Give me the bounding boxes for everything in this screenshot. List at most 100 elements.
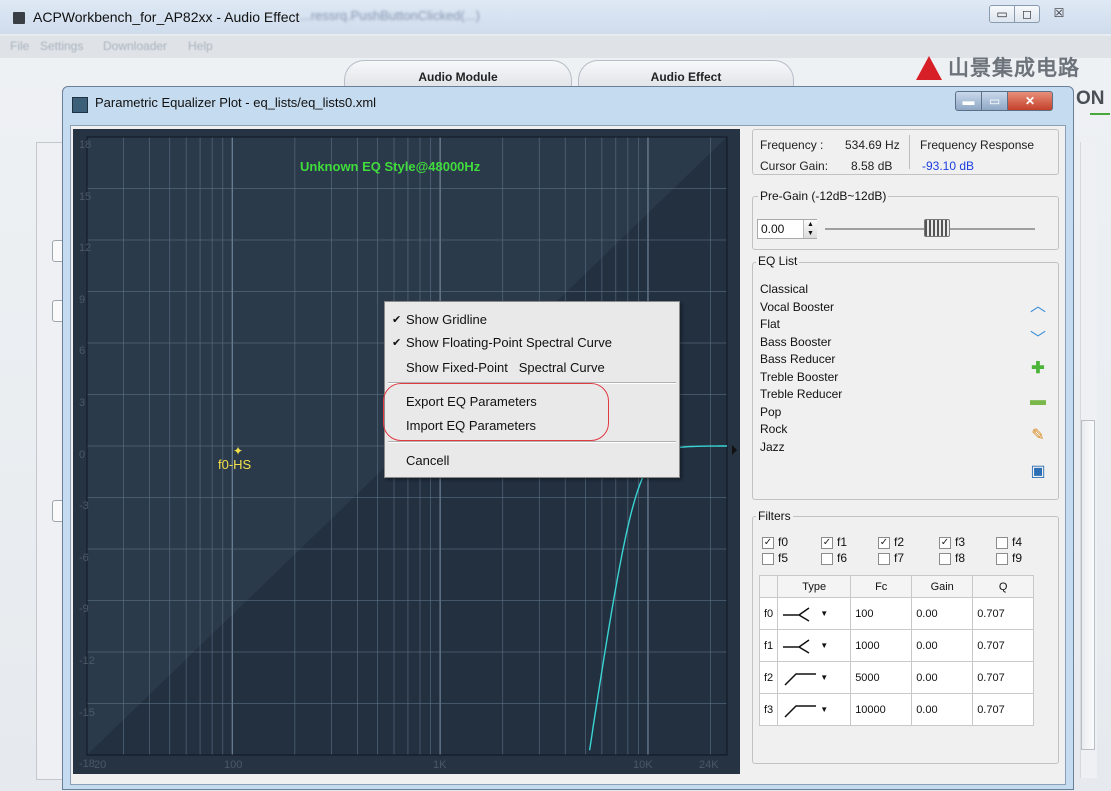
eq-list-item[interactable]: Treble Reducer [760, 387, 843, 401]
eq-window-title: Parametric Equalizer Plot - eq_lists/eq_… [95, 95, 377, 110]
high-pass-icon [784, 672, 817, 686]
pregain-slider-thumb[interactable] [924, 219, 950, 237]
eq-list-item[interactable]: Treble Booster [760, 369, 839, 384]
gain-cell[interactable]: 0.00 [911, 629, 974, 662]
filter-checkbox-f5[interactable] [762, 553, 774, 565]
menu-item-show-fixed-curve[interactable]: Show Fixed-Point Spectral Curve [385, 357, 679, 379]
outer-scrollbar-thumb[interactable] [1081, 420, 1095, 750]
filter-type-select[interactable]: ▼ [777, 597, 852, 630]
menu-item-label: Cancell [406, 453, 450, 468]
eq-list-item[interactable]: Classical [760, 282, 809, 296]
splitter-arrow-icon[interactable] [732, 445, 737, 455]
arrow-up-icon[interactable]: ︿ [1029, 298, 1046, 315]
gain-cell[interactable]: 0.00 [911, 661, 974, 694]
filter-checkbox-label: f2 [894, 535, 905, 549]
table-row: f2 ▼ 5000 0.00 0.707 [758, 661, 1035, 694]
pencil-icon[interactable]: ✎ [1031, 427, 1045, 444]
minus-icon[interactable]: ▬ [1030, 392, 1046, 409]
fc-cell[interactable]: 1000 [850, 629, 913, 662]
filter-marker-icon[interactable]: ✦ [233, 444, 244, 458]
menu-item-label: Show Floating-Point Spectral Curve [406, 335, 612, 350]
filters-group [752, 516, 1059, 764]
spin-arrows-icon[interactable]: ▲ ▼ [803, 220, 817, 238]
eq-minimize-button[interactable]: ▬ [955, 91, 982, 111]
outer-close-button[interactable]: ☒ [1053, 6, 1065, 20]
menu-item-label: Show Gridline [406, 312, 487, 327]
cursor-gain-label: Cursor Gain: [760, 159, 829, 173]
filter-checkbox-f2[interactable]: ✓ [878, 537, 890, 549]
filter-checkbox-f3[interactable]: ✓ [939, 537, 951, 549]
table-corner [758, 575, 779, 598]
menu-help[interactable]: Help [188, 39, 213, 53]
y-tick-label: 18 [79, 139, 92, 151]
menu-separator [388, 382, 676, 384]
filter-checkbox-f4[interactable] [996, 537, 1008, 549]
filter-type-select[interactable]: ▼ [777, 661, 852, 694]
q-cell[interactable]: 0.707 [972, 629, 1035, 662]
eq-close-button[interactable]: ✕ [1007, 91, 1053, 111]
menu-settings[interactable]: Settings [40, 39, 84, 53]
gain-cell[interactable]: 0.00 [911, 693, 974, 726]
fc-cell[interactable]: 10000 [850, 693, 913, 726]
filter-checkbox-label: f5 [778, 551, 789, 565]
y-tick-label: 15 [79, 190, 92, 203]
filter-checkbox-f9[interactable] [996, 553, 1008, 565]
q-cell[interactable]: 0.707 [972, 597, 1035, 630]
filter-checkbox-f0[interactable]: ✓ [762, 537, 774, 549]
filters-title: Filters [756, 509, 793, 523]
filter-checkbox-f7[interactable] [878, 553, 890, 565]
plus-icon[interactable]: ✚ [1031, 360, 1045, 377]
outer-minimize-button[interactable]: ▭ [989, 5, 1015, 23]
dropdown-arrow-icon: ▼ [820, 641, 829, 650]
eq-maximize-button[interactable]: ▭ [981, 91, 1008, 111]
menu-item-export-eq[interactable]: Export EQ Parameters [385, 391, 679, 413]
frequency-response-label: Frequency Response [920, 138, 1035, 152]
filter-checkbox-f8[interactable] [939, 553, 951, 565]
menu-file[interactable]: File [10, 39, 30, 53]
filter-checkbox-f1[interactable]: ✓ [821, 537, 833, 549]
arrow-down-icon[interactable]: ﹀ [1029, 331, 1046, 348]
menu-item-show-floating-curve[interactable]: ✔ Show Floating-Point Spectral Curve [385, 332, 679, 354]
eq-list-item[interactable]: Vocal Booster [760, 299, 835, 314]
x-tick-label: 20 [94, 759, 107, 771]
x-tick-label: 1K [433, 759, 447, 771]
brand-logo-icon [916, 56, 942, 80]
filter-checkbox-label: f9 [1012, 551, 1023, 565]
filter-checkbox-label: f8 [955, 551, 966, 565]
q-cell[interactable]: 0.707 [972, 661, 1035, 694]
eq-list-item[interactable]: Rock [760, 422, 788, 436]
eq-list-item[interactable]: Bass Reducer [760, 352, 836, 366]
y-tick-label: 3 [79, 397, 86, 409]
fc-cell[interactable]: 100 [850, 597, 913, 630]
column-header-type: Type [777, 575, 852, 598]
filter-type-select[interactable]: ▼ [777, 693, 852, 726]
eq-list-item[interactable]: Pop [760, 404, 782, 419]
filter-checkbox-label: f3 [955, 535, 966, 549]
fc-cell[interactable]: 5000 [850, 661, 913, 694]
high-pass-icon [784, 704, 817, 718]
x-tick-label: 10K [633, 759, 653, 771]
table-row: f3 ▼ 10000 0.00 0.707 [758, 693, 1035, 726]
y-tick-label: -6 [79, 551, 89, 564]
menu-item-cancel[interactable]: Cancell [385, 450, 679, 472]
eq-list-title: EQ List [756, 254, 800, 268]
save-icon[interactable]: ▣ [1030, 463, 1046, 480]
y-tick-label: 12 [79, 242, 92, 255]
eq-list-item[interactable]: Bass Booster [760, 334, 832, 349]
menu-item-import-eq[interactable]: Import EQ Parameters [385, 415, 679, 437]
q-cell[interactable]: 0.707 [972, 693, 1035, 726]
x-tick-label: 100 [224, 759, 243, 771]
filter-checkbox-f6[interactable] [821, 553, 833, 565]
outer-title-bar: ACPWorkbench_for_AP82xx - Audio Effect .… [0, 0, 1111, 34]
plot-context-menu: ✔ Show Gridline ✔ Show Floating-Point Sp… [384, 301, 680, 478]
filter-type-select[interactable]: ▼ [777, 629, 852, 662]
menu-item-show-gridline[interactable]: ✔ Show Gridline [385, 309, 679, 331]
eq-list-item[interactable]: Jazz [760, 439, 785, 454]
menu-downloader[interactable]: Downloader [103, 39, 168, 53]
eq-list-item[interactable]: Flat [760, 317, 781, 331]
column-header-q: Q [972, 575, 1035, 598]
filter-checkbox-label: f7 [894, 551, 905, 565]
outer-maximize-button[interactable]: ◻ [1014, 5, 1040, 23]
y-tick-label: -15 [79, 706, 95, 719]
gain-cell[interactable]: 0.00 [911, 597, 974, 630]
